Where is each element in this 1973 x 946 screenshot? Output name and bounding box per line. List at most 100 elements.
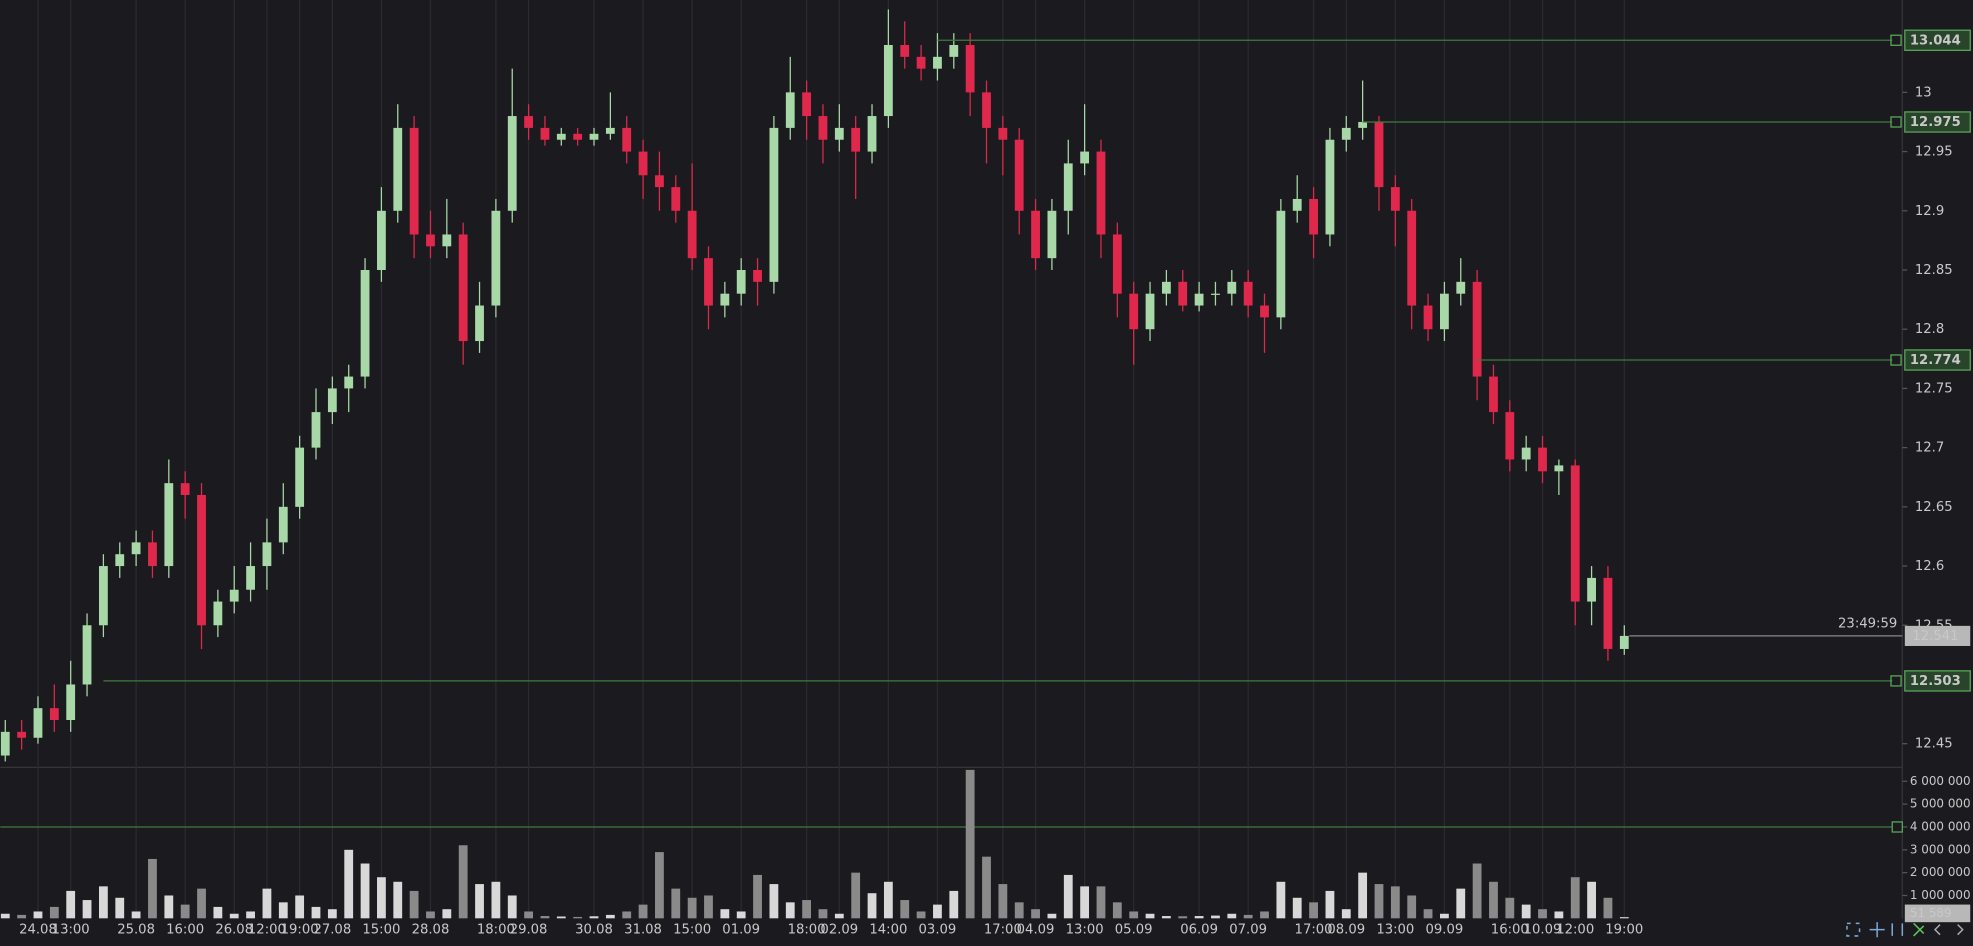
volume-bar [965,769,975,919]
volume-bar [867,893,877,919]
volume-bar [1489,881,1498,919]
volume-bar [278,902,288,919]
candle-body [295,447,305,507]
level-label: 12.503 [1910,674,1961,689]
candle-body [17,731,27,738]
date-label: 10.09 [1524,923,1562,938]
volume-bar [753,874,762,919]
volume-bars [0,769,1629,919]
volume-bar [1031,909,1040,919]
candle-body [311,412,321,448]
toolbar[interactable] [1846,922,1964,938]
time-label: 12:00 [248,923,286,938]
candle-body [164,483,174,567]
volume-bar [1505,897,1515,919]
candle-body [66,684,76,720]
candle-body [115,554,125,567]
candle-body [262,542,272,567]
volume-bar [540,916,550,919]
candle-body [197,494,206,626]
volume-bar [1227,913,1237,919]
volume-bar [33,911,43,919]
volume-bar [834,913,844,919]
candle-body [1423,305,1433,330]
y-tick-label: 12.7 [1915,441,1944,456]
scroll-icons[interactable] [1933,924,1964,936]
alert-icon[interactable] [1913,922,1925,937]
candle-body [409,127,419,235]
volume-bar [605,914,615,919]
date-label: 02.09 [820,923,858,938]
date-label: 25.08 [117,923,155,938]
volume-bar [589,916,599,919]
time-label: 13:00 [52,923,90,938]
candle-body [278,506,288,543]
candle-body [573,133,583,140]
volume-bar [98,886,108,919]
volume-bar [1341,909,1351,919]
candle-body [180,483,190,495]
volume-bar [507,895,517,919]
date-label: 04.09 [1017,923,1055,938]
volume-bar [115,897,125,919]
candle-body [491,210,501,306]
volume-bar [900,900,910,919]
volume-bar [982,856,991,919]
candle-body [1407,210,1417,306]
volume-bar [1243,914,1253,919]
candle-body [1538,447,1547,472]
candle-body [998,127,1008,140]
settings-icon[interactable] [1869,922,1885,938]
y-tick-label: 12.95 [1915,145,1953,160]
volume-bar [1554,911,1564,919]
volume-bar [622,911,632,919]
volume-bar [524,911,533,919]
current-price-box [1904,625,1971,646]
scale-icon[interactable] [1891,923,1904,936]
candle-body [82,625,92,685]
volume-bar [1407,895,1417,919]
current-volume-box [1904,904,1971,923]
candle-body [883,44,893,117]
volume-bar [1145,913,1155,919]
candle-body [393,127,403,211]
candle-body [1145,293,1155,330]
candle-body [1440,293,1449,330]
volume-bar [344,849,354,919]
candle-body [671,187,681,211]
time-label: 19:00 [281,923,319,938]
date-label: 30.08 [575,923,613,938]
volume-bar [1325,890,1335,919]
candle-body [1358,121,1368,128]
candle-body [1554,465,1564,472]
candle-body [965,44,975,93]
volume-bar [687,897,697,919]
candle-body [246,566,255,590]
time-label: 18:00 [477,923,515,938]
volume-bar [131,911,141,919]
candle-body [1374,121,1384,188]
volume-bar [246,911,255,919]
volume-bar [1276,881,1286,919]
candle-body [1619,635,1629,649]
candle-body [1276,210,1286,318]
candle-body [1243,281,1253,306]
volume-bar [327,909,337,919]
volume-bar [916,911,926,919]
candles [0,9,1629,762]
volume-bar [769,884,779,919]
volume-bar [213,906,223,919]
volume-bar [1194,916,1204,919]
volume-bar [1423,909,1433,919]
volume-tick-label: 3 000 000 [1910,842,1971,856]
candle-body [834,127,844,140]
candle-body [1341,127,1351,140]
volume-bar [1014,902,1024,919]
candle-body [1211,293,1220,295]
date-label: 07.09 [1229,923,1267,938]
volume-bar [736,911,746,919]
volume-bar [1374,884,1384,919]
fullscreen-icon[interactable] [1846,922,1861,937]
volume-bar [655,852,664,919]
volume-bar [1112,902,1122,919]
